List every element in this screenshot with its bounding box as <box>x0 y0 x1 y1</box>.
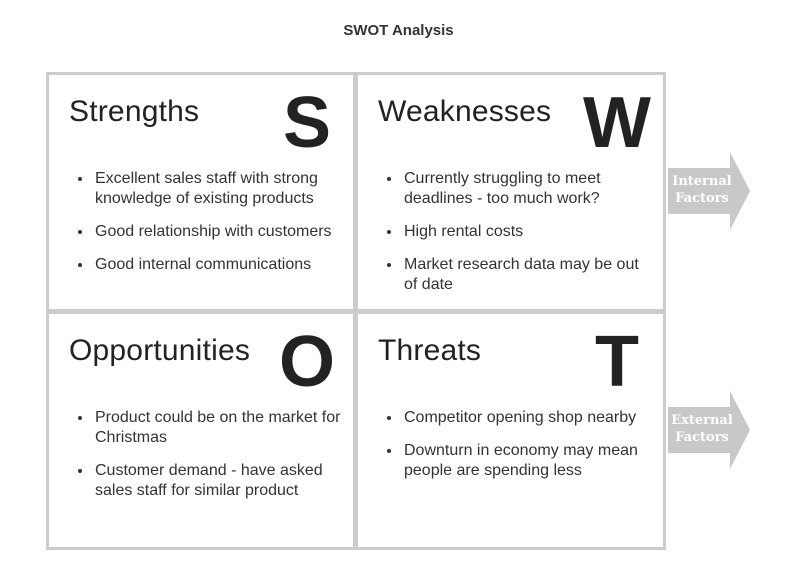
swot-grid: Strengths S Excellent sales staff with s… <box>46 72 666 550</box>
list-item: Product could be on the market for Chris… <box>93 408 341 448</box>
weaknesses-list: Currently struggling to meet deadlines -… <box>358 169 663 308</box>
threats-letter: T <box>595 322 639 402</box>
list-item: Good internal communications <box>93 255 341 275</box>
opportunities-letter: O <box>278 322 335 402</box>
external-factors-label: External Factors <box>671 413 733 445</box>
strengths-quadrant: Strengths S Excellent sales staff with s… <box>49 75 353 309</box>
internal-factors-arrow: Internal Factors <box>668 152 752 230</box>
opportunities-list: Product could be on the market for Chris… <box>49 408 353 514</box>
strengths-list: Excellent sales staff with strong knowle… <box>49 169 353 288</box>
list-item: High rental costs <box>402 222 651 242</box>
threats-list: Competitor opening shop nearby Downturn … <box>358 408 663 494</box>
list-item: Competitor opening shop nearby <box>402 408 651 428</box>
weaknesses-heading: Weaknesses <box>378 95 552 128</box>
diagram-title: SWOT Analysis <box>343 22 454 39</box>
list-item: Good relationship with customers <box>93 222 341 242</box>
list-item: Currently struggling to meet deadlines -… <box>402 169 651 209</box>
list-item: Excellent sales staff with strong knowle… <box>93 169 341 209</box>
arrow-right-icon <box>668 152 750 230</box>
list-item: Downturn in economy may mean people are … <box>402 441 651 481</box>
opportunities-quadrant: Opportunities O Product could be on the … <box>49 314 353 547</box>
weaknesses-letter: W <box>583 83 651 163</box>
strengths-letter: S <box>282 83 331 163</box>
list-item: Customer demand - have asked sales staff… <box>93 461 341 501</box>
opportunities-heading: Opportunities <box>69 334 251 367</box>
list-item: Market research data may be out of date <box>402 255 651 295</box>
weaknesses-quadrant: Weaknesses W Currently struggling to mee… <box>358 75 663 309</box>
strengths-heading: Strengths <box>69 95 200 128</box>
external-factors-arrow: External Factors <box>668 391 752 469</box>
arrow-right-icon <box>668 391 750 469</box>
threats-heading: Threats <box>378 334 482 367</box>
threats-quadrant: Threats T Competitor opening shop nearby… <box>358 314 663 547</box>
internal-factors-label: Internal Factors <box>672 174 732 206</box>
